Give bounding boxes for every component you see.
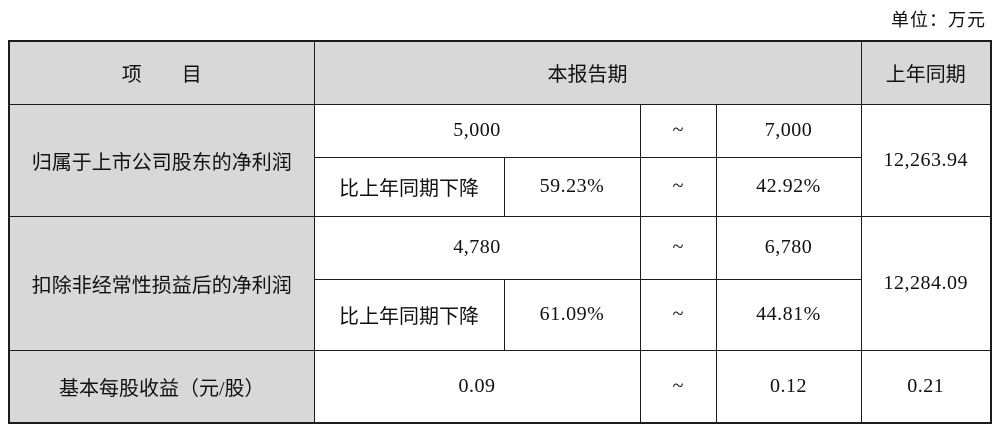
- eps-prior-period-cell: 0.21: [860, 349, 992, 424]
- adjusted-profit-prior-period-cell: 12,284.09: [860, 215, 992, 351]
- adjusted-profit-change-label-cell: 比上年同期下降: [313, 278, 505, 351]
- adjusted-profit-range-tilde-cell: ~: [639, 215, 717, 280]
- net-profit-range-low-cell: 5,000: [313, 103, 641, 158]
- header-row: 项 目 本报告期 上年同期: [8, 40, 992, 105]
- row-label-eps: 基本每股收益（元/股）: [8, 349, 315, 424]
- adjusted-profit-change-low-cell: 61.09%: [503, 278, 641, 351]
- header-current-period-cell: 本报告期: [313, 40, 862, 105]
- table-row-net-profit-range: 归属于上市公司股东的净利润 5,000 ~ 7,000 12,263.94: [8, 103, 992, 217]
- net-profit-change-low-cell: 59.23%: [503, 156, 641, 217]
- row-label-adjusted-profit: 扣除非经常性损益后的净利润: [8, 215, 315, 351]
- net-profit-change-tilde-cell: ~: [639, 156, 717, 217]
- net-profit-range-high-cell: 7,000: [715, 103, 862, 158]
- adjusted-profit-range-high-cell: 6,780: [715, 215, 862, 280]
- net-profit-range-tilde-cell: ~: [639, 103, 717, 158]
- row-label-net-profit: 归属于上市公司股东的净利润: [8, 103, 315, 217]
- eps-range-tilde-cell: ~: [639, 349, 717, 424]
- table-row-adjusted-profit-range: 扣除非经常性损益后的净利润 4,780 ~ 6,780 12,284.09: [8, 215, 992, 351]
- net-profit-change-label-cell: 比上年同期下降: [313, 156, 505, 217]
- unit-label: 单位：万元: [891, 10, 986, 30]
- net-profit-change-high-cell: 42.92%: [715, 156, 862, 217]
- header-item-cell: 项 目: [8, 40, 315, 105]
- net-profit-prior-period-cell: 12,263.94: [860, 103, 992, 217]
- eps-range-high-cell: 0.12: [715, 349, 862, 424]
- financial-summary-table: 项 目 本报告期 上年同期 归属于上市公司股东的净利润 5,000 ~ 7,00…: [8, 40, 992, 424]
- table-row-net-profit-change: 比上年同期下降 59.23% ~ 42.92%: [9, 156, 991, 217]
- table-row-eps: 基本每股收益（元/股） 0.09 ~ 0.12 0.21: [8, 349, 992, 424]
- adjusted-profit-range-low-cell: 4,780: [313, 215, 641, 280]
- header-prior-period-cell: 上年同期: [860, 40, 992, 105]
- adjusted-profit-change-high-cell: 44.81%: [715, 278, 862, 351]
- table-row-adjusted-profit-change: 比上年同期下降 61.09% ~ 44.81%: [9, 278, 991, 351]
- adjusted-profit-change-tilde-cell: ~: [639, 278, 717, 351]
- eps-range-low-cell: 0.09: [313, 349, 641, 424]
